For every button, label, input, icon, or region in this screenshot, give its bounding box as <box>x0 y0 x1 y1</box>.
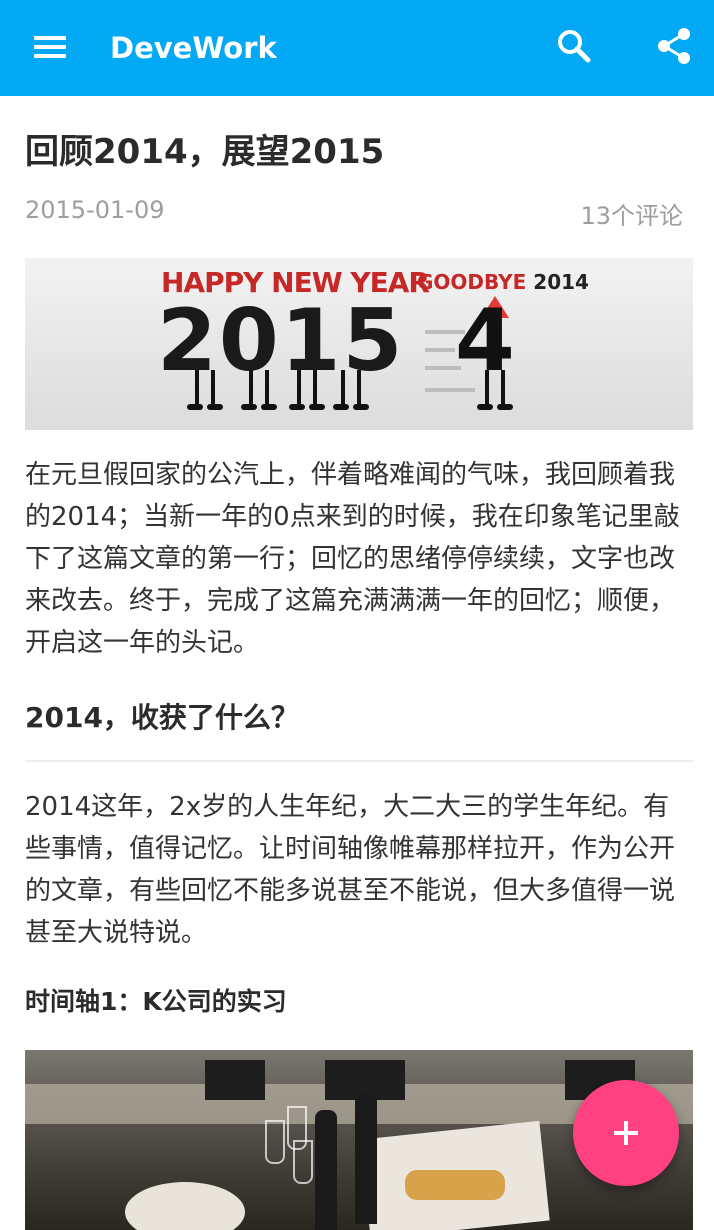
comment-count-link[interactable]: 13个评论 <box>580 202 683 230</box>
add-fab-button[interactable] <box>573 1080 679 1186</box>
banner-goodbye-text: GOODBYE <box>417 270 527 294</box>
section-heading: 2014，收获了什么？ <box>25 701 299 734</box>
search-icon[interactable] <box>552 24 596 68</box>
banner-old-digit: 4 <box>455 291 515 391</box>
banner-headline-left: HAPPY NEW YEAR <box>161 266 430 299</box>
banner-goodbye-year: 2014 <box>533 270 589 294</box>
post-date: 2015-01-09 <box>25 196 165 224</box>
santa-hat-icon <box>481 296 509 318</box>
subsection-heading: 时间轴1：K公司的实习 <box>25 987 287 1016</box>
paragraph-section: 2014这年，2x岁的人生年纪，大二大三的学生年纪。有些事情，值得记忆。让时间轴… <box>25 792 676 948</box>
share-icon[interactable] <box>652 24 696 68</box>
banner-image: HAPPY NEW YEAR GOODBYE 2014 2015 4 <box>25 258 693 430</box>
app-bar: DeveWork <box>0 0 714 96</box>
paragraph-intro: 在元旦假回家的公汽上，伴着略难闻的气味，我回顾着我的2014；当新一年的0点来到… <box>25 460 680 658</box>
banner-new-year-number: 2015 <box>157 291 405 391</box>
section-divider <box>25 760 693 762</box>
post-meta: 2015-01-09 13个评论 <box>25 196 683 232</box>
post-title: 回顾2014，展望2015 <box>25 132 385 172</box>
menu-icon[interactable] <box>30 30 70 66</box>
app-title: DeveWork <box>110 31 277 65</box>
banner-headline-right: GOODBYE 2014 <box>417 270 589 294</box>
